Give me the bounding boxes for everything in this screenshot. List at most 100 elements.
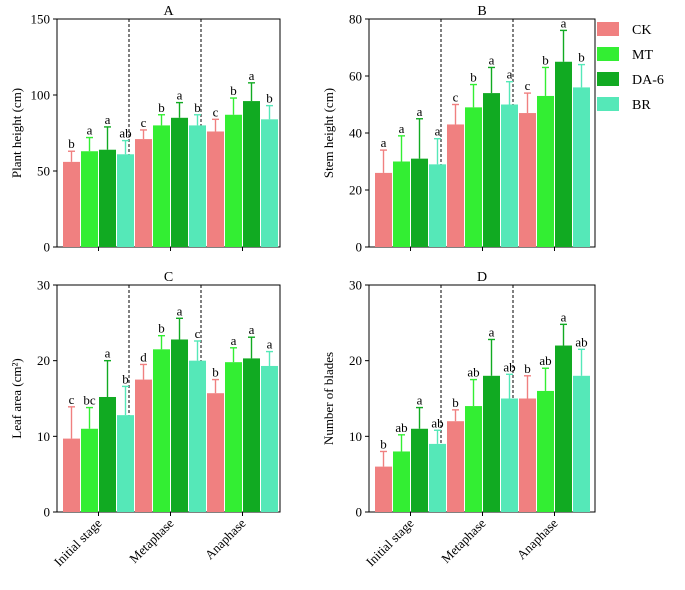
y-tick-label: 0 bbox=[44, 505, 51, 520]
significance-letter: ab bbox=[503, 359, 515, 374]
significance-letter: b bbox=[158, 321, 165, 336]
bar-ck-1 bbox=[447, 124, 464, 247]
significance-letter: a bbox=[105, 112, 111, 127]
significance-letter: ab bbox=[119, 126, 131, 141]
significance-letter: a bbox=[249, 322, 255, 337]
significance-letter: c bbox=[453, 90, 459, 105]
significance-letter: b bbox=[470, 70, 477, 85]
x-tick-label: Initial stage bbox=[363, 515, 417, 569]
panel-title: B bbox=[477, 4, 486, 19]
significance-letter: a bbox=[177, 88, 183, 103]
x-tick-label: Metaphase bbox=[126, 515, 177, 566]
y-tick-label: 0 bbox=[44, 240, 51, 255]
significance-letter: a bbox=[87, 123, 93, 138]
significance-letter: ab bbox=[431, 415, 443, 430]
legend-label-br: BR bbox=[632, 98, 651, 113]
significance-letter: ab bbox=[539, 353, 551, 368]
y-tick-label: 20 bbox=[349, 183, 362, 198]
legend-swatch-ck bbox=[597, 22, 619, 36]
bar-ck-2 bbox=[207, 393, 224, 512]
significance-letter: c bbox=[141, 115, 147, 130]
bar-da-6-2 bbox=[555, 345, 572, 512]
legend: CK MT DA-6 BR bbox=[597, 22, 664, 113]
significance-letter: b bbox=[230, 83, 237, 98]
significance-letter: a bbox=[249, 68, 255, 83]
bar-br-0 bbox=[117, 154, 134, 247]
bar-da-6-1 bbox=[483, 375, 500, 512]
significance-letter: b bbox=[158, 100, 165, 115]
bar-mt-0 bbox=[393, 161, 410, 247]
bar-ck-2 bbox=[207, 131, 224, 247]
legend-label-mt: MT bbox=[632, 48, 653, 63]
bar-br-1 bbox=[501, 104, 518, 247]
y-axis-label: Stem height (cm) bbox=[321, 88, 336, 178]
significance-letter: a bbox=[561, 15, 567, 30]
significance-letter: b bbox=[212, 365, 219, 380]
y-tick-label: 80 bbox=[349, 12, 362, 27]
bar-mt-2 bbox=[225, 362, 242, 512]
significance-letter: b bbox=[542, 52, 549, 67]
bar-da-6-2 bbox=[243, 101, 260, 247]
significance-letter: a bbox=[561, 309, 567, 324]
significance-letter: d bbox=[140, 349, 147, 364]
y-tick-label: 100 bbox=[31, 88, 51, 103]
bar-ck-0 bbox=[63, 438, 80, 512]
significance-letter: c bbox=[195, 326, 201, 341]
bar-da-6-1 bbox=[171, 339, 188, 512]
significance-letter: a bbox=[507, 67, 513, 82]
significance-letter: bc bbox=[83, 393, 96, 408]
significance-letter: a bbox=[489, 52, 495, 67]
bar-mt-1 bbox=[465, 107, 482, 247]
bar-ck-0 bbox=[63, 161, 80, 247]
bar-br-2 bbox=[573, 375, 590, 512]
significance-letter: b bbox=[194, 100, 201, 115]
significance-letter: a bbox=[489, 324, 495, 339]
y-tick-label: 60 bbox=[349, 69, 362, 84]
bar-mt-2 bbox=[225, 114, 242, 247]
bar-mt-1 bbox=[153, 125, 170, 247]
legend-label-da6: DA-6 bbox=[632, 73, 664, 88]
bar-ck-1 bbox=[135, 139, 152, 247]
bar-mt-0 bbox=[81, 428, 98, 512]
x-tick-label: Anaphase bbox=[202, 515, 249, 562]
significance-letter: a bbox=[231, 333, 237, 348]
panel-title: C bbox=[164, 270, 173, 285]
bar-mt-2 bbox=[537, 390, 554, 512]
legend-swatch-br bbox=[597, 97, 619, 111]
bar-mt-0 bbox=[81, 151, 98, 247]
bar-br-1 bbox=[189, 125, 206, 247]
y-axis-label: Plant height (cm) bbox=[9, 88, 24, 178]
bar-da-6-0 bbox=[411, 428, 428, 512]
significance-letter: a bbox=[267, 337, 273, 352]
bar-ck-1 bbox=[447, 421, 464, 512]
bar-br-2 bbox=[261, 119, 278, 247]
significance-letter: ab bbox=[467, 365, 479, 380]
bar-br-0 bbox=[429, 443, 446, 512]
y-tick-label: 40 bbox=[349, 126, 362, 141]
significance-letter: b bbox=[266, 91, 273, 106]
bar-br-1 bbox=[501, 398, 518, 512]
bar-mt-0 bbox=[393, 451, 410, 512]
bar-ck-2 bbox=[519, 398, 536, 512]
y-tick-label: 20 bbox=[349, 353, 362, 368]
significance-letter: b bbox=[524, 361, 531, 376]
significance-letter: a bbox=[381, 135, 387, 150]
x-tick-label: Metaphase bbox=[438, 515, 489, 566]
bar-ck-2 bbox=[519, 113, 536, 247]
bar-da-6-2 bbox=[555, 61, 572, 247]
significance-letter: b bbox=[452, 395, 459, 410]
legend-label-ck: CK bbox=[632, 23, 651, 38]
panel-title: D bbox=[477, 270, 487, 285]
significance-letter: ab bbox=[575, 334, 587, 349]
bar-da-6-2 bbox=[243, 358, 260, 512]
legend-swatch-mt bbox=[597, 47, 619, 61]
significance-letter: c bbox=[525, 78, 531, 93]
x-tick-label: Anaphase bbox=[514, 515, 561, 562]
y-tick-label: 0 bbox=[356, 505, 363, 520]
bar-da-6-0 bbox=[99, 149, 116, 247]
y-tick-label: 30 bbox=[37, 278, 50, 293]
bar-mt-2 bbox=[537, 95, 554, 247]
bar-br-0 bbox=[117, 415, 134, 512]
bar-mt-1 bbox=[465, 406, 482, 512]
